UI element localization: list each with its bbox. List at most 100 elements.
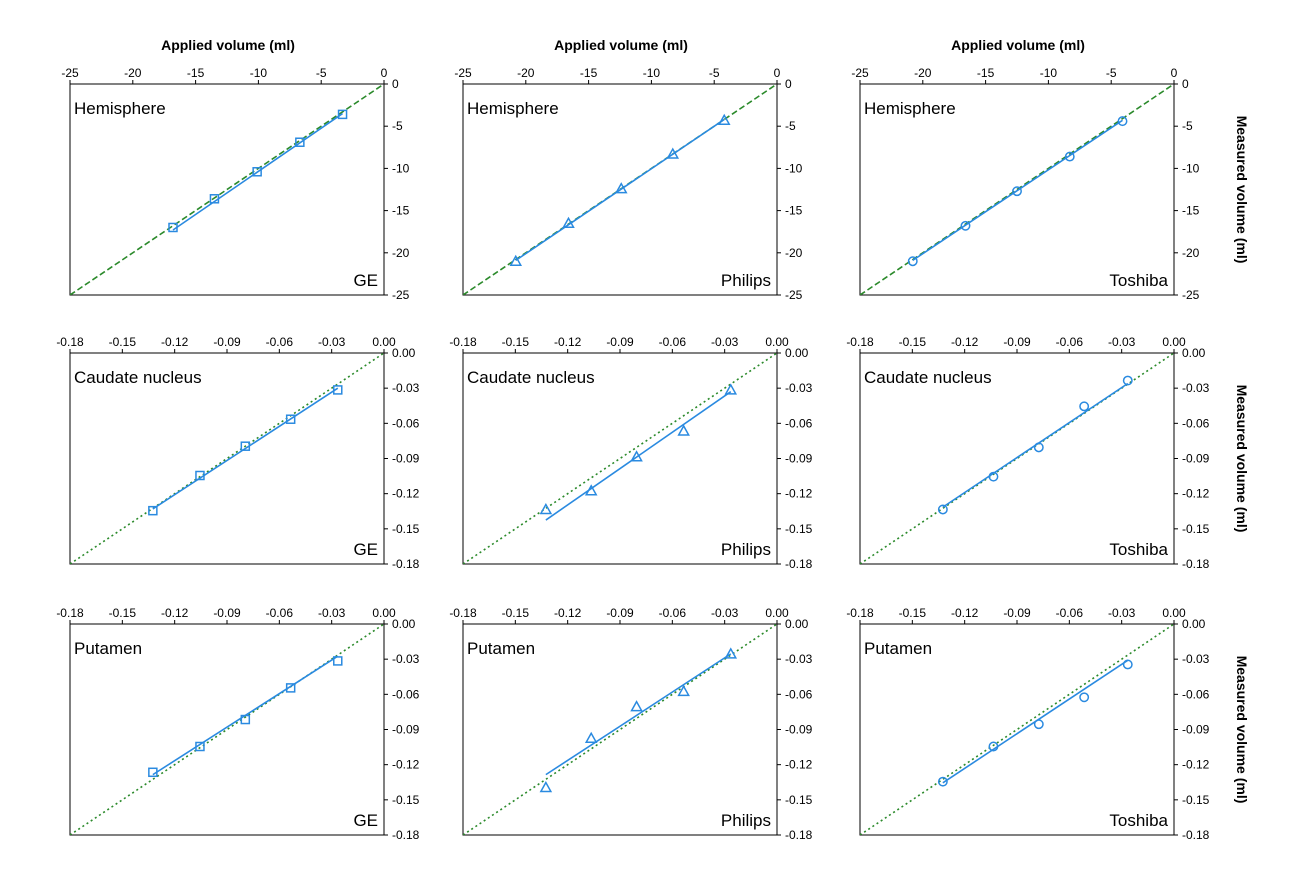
region-label: Putamen (467, 639, 535, 658)
x-tick-label: -15 (580, 66, 598, 80)
x-tick-label: -5 (1106, 66, 1117, 80)
x-tick-label: -0.03 (1108, 335, 1136, 349)
y-tick-label: -20 (1182, 246, 1200, 260)
y-tick-label: 0.00 (785, 346, 809, 360)
y-tick-label: -0.09 (785, 452, 813, 466)
data-point (724, 383, 738, 395)
x-tick-label: -0.06 (266, 335, 294, 349)
x-tick-label: -0.03 (711, 335, 739, 349)
data-point (1033, 719, 1044, 730)
data-point (252, 167, 262, 177)
data-point (333, 385, 343, 395)
vendor-label: Philips (721, 811, 771, 830)
x-tick-label: -0.12 (554, 335, 582, 349)
data-point (562, 216, 575, 229)
data-point (337, 109, 348, 120)
vendor-label: Toshiba (1109, 271, 1168, 290)
data-point (168, 222, 178, 233)
x-tick-label: -10 (250, 66, 268, 80)
y-tick-label: -15 (1182, 204, 1200, 218)
y-axis-title: Measured volume (ml) (1234, 116, 1250, 264)
y-axis-title: Measured volume (ml) (1234, 656, 1250, 804)
y-tick-label: -0.12 (1182, 487, 1210, 501)
x-tick-label: -0.06 (659, 606, 687, 620)
x-tick-label: 0 (774, 66, 781, 80)
y-tick-label: -0.06 (785, 416, 813, 430)
data-point (509, 254, 523, 266)
data-point (584, 484, 598, 496)
x-tick-label: -0.18 (846, 606, 874, 620)
x-tick-label: -25 (851, 66, 869, 80)
data-point (907, 256, 918, 267)
x-tick-label: -15 (187, 66, 205, 80)
x-tick-label: 0.00 (372, 335, 396, 349)
data-point (1064, 151, 1075, 162)
x-tick-label: -0.15 (502, 606, 530, 620)
data-point (148, 505, 158, 516)
panel-caudate-nucleus-ge: -0.18 -0.15 -0.12 -0.09 -0.06 -0.03 0.000.00 -0… (56, 335, 419, 571)
panel-caudate-nucleus-toshiba: -0.18 -0.15 -0.12 -0.09 -0.06 -0.03 0.000.00 -0… (846, 335, 1250, 571)
y-tick-label: -0.06 (392, 687, 420, 701)
data-point (988, 741, 999, 752)
panel-hemisphere-toshiba: -25 -20 -15 -10 -5 00 -5 -10 -15 -20 -25 Hemisphere… (851, 37, 1250, 302)
x-tick-label: -0.09 (606, 335, 634, 349)
fit-line (912, 119, 1123, 262)
y-tick-label: -0.12 (1182, 758, 1210, 772)
vendor-label: GE (353, 811, 378, 830)
y-tick-label: -0.06 (1182, 687, 1210, 701)
data-point (1122, 659, 1133, 670)
x-tick-label: -0.06 (1056, 335, 1084, 349)
x-tick-label: -0.12 (951, 335, 979, 349)
x-tick-label: -0.12 (161, 606, 189, 620)
fit-line (152, 387, 339, 510)
y-tick-label: -25 (392, 288, 410, 302)
data-point (240, 714, 251, 725)
x-tick-label: -0.15 (899, 606, 927, 620)
x-tick-label: 0 (381, 66, 388, 80)
x-tick-label: -5 (316, 66, 327, 80)
y-tick-label: -0.03 (392, 652, 420, 666)
x-tick-label: 0.00 (1162, 606, 1186, 620)
fit-line (545, 653, 732, 776)
identity-line (463, 624, 777, 835)
y-tick-label: -10 (785, 161, 803, 175)
x-tick-label: -5 (709, 66, 720, 80)
region-label: Hemisphere (467, 99, 559, 118)
y-tick-label: -0.03 (1182, 652, 1210, 666)
x-tick-label: -20 (124, 66, 142, 80)
y-tick-label: -0.12 (785, 487, 813, 501)
y-tick-label: -0.09 (785, 723, 813, 737)
x-tick-label: 0.00 (765, 335, 789, 349)
y-tick-label: -5 (1182, 119, 1193, 133)
y-tick-label: -0.03 (785, 381, 813, 395)
identity-line (860, 624, 1174, 835)
y-tick-label: -0.18 (392, 557, 420, 571)
x-tick-label: -0.03 (318, 606, 346, 620)
y-tick-label: -0.03 (785, 652, 813, 666)
y-axis-title: Measured volume (ml) (1234, 385, 1250, 533)
panel-frame (69, 83, 385, 296)
x-tick-label: -10 (643, 66, 661, 80)
identity-line (70, 624, 384, 835)
data-point (630, 450, 643, 462)
data-point (988, 471, 999, 482)
y-tick-label: -10 (392, 161, 410, 175)
panel-putamen-philips: -0.18 -0.15 -0.12 -0.09 -0.06 -0.03 0.000.00 -0… (449, 606, 812, 842)
vendor-label: GE (353, 271, 378, 290)
data-point (937, 776, 948, 787)
x-tick-label: -0.09 (1003, 606, 1031, 620)
data-point (630, 700, 643, 712)
x-tick-label: -20 (914, 66, 932, 80)
y-tick-label: -25 (1182, 288, 1200, 302)
data-point (295, 137, 305, 147)
y-tick-label: -5 (785, 119, 796, 133)
vendor-label: Toshiba (1109, 540, 1168, 559)
x-tick-label: -0.12 (554, 606, 582, 620)
x-tick-label: -0.18 (56, 606, 84, 620)
y-tick-label: 0.00 (392, 617, 416, 631)
x-tick-label: 0.00 (372, 606, 396, 620)
y-tick-label: -20 (785, 246, 803, 260)
y-tick-label: 0 (392, 77, 399, 91)
y-tick-label: -0.18 (392, 828, 420, 842)
